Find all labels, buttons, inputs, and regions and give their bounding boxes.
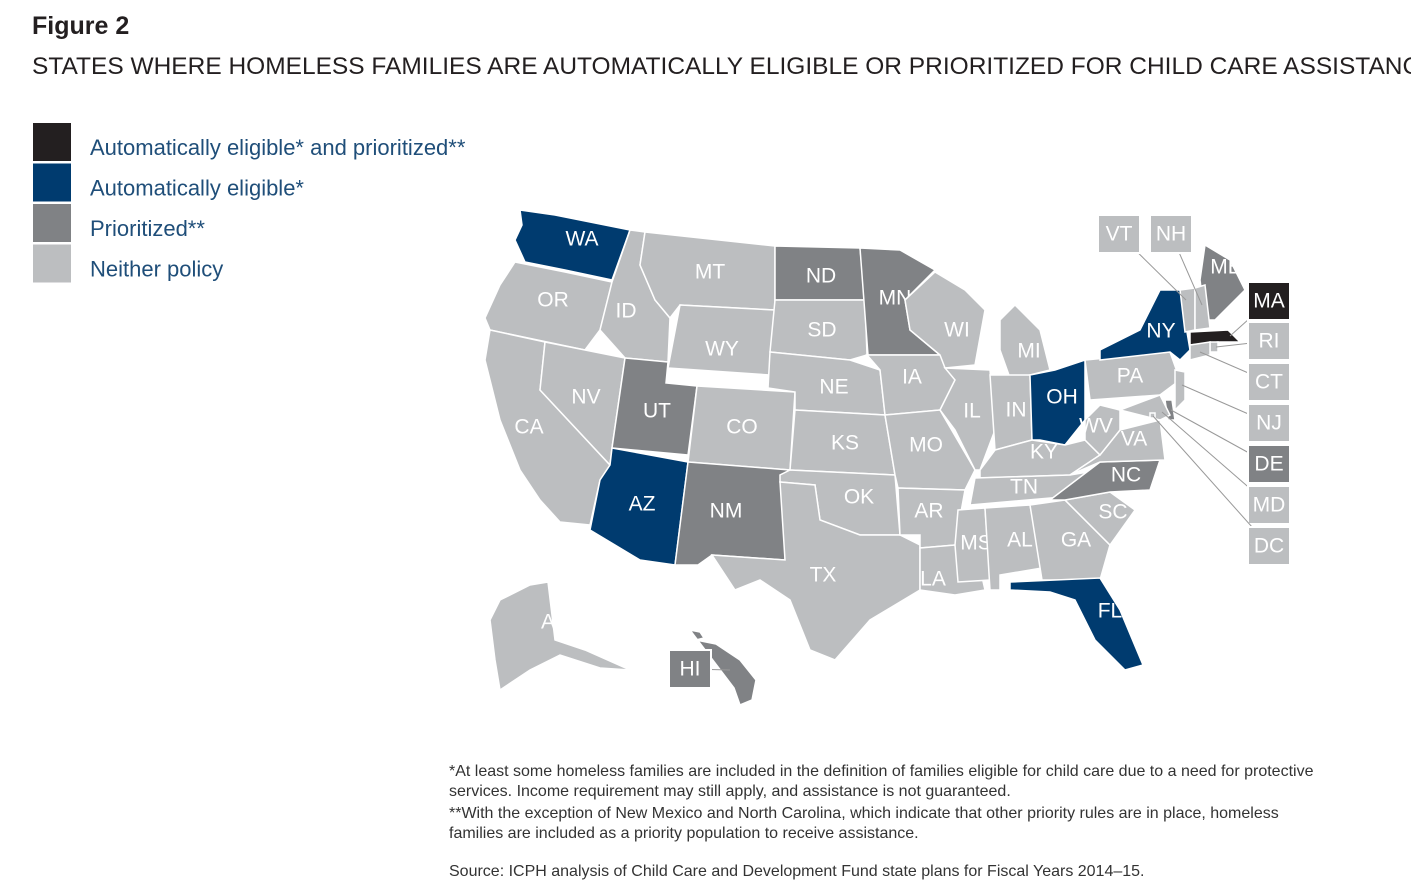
state-shape	[1189, 341, 1211, 361]
state-label: NJ	[1256, 412, 1282, 435]
state-label: WY	[705, 338, 739, 361]
figure-label: Figure 2	[32, 12, 130, 40]
state-label: ID	[616, 300, 637, 323]
state-label: KY	[1030, 441, 1058, 464]
legend-label: Automatically eligible* and prioritized*…	[90, 135, 466, 160]
state-label: NY	[1146, 320, 1175, 343]
state-shape	[1029, 499, 1111, 581]
state-callout	[668, 649, 712, 689]
state-label: CA	[514, 416, 543, 439]
state-label: MT	[695, 261, 725, 284]
state-label: SC	[1098, 501, 1127, 524]
state-label: MN	[879, 287, 912, 310]
state-label: TN	[1010, 476, 1038, 499]
state-label: OR	[537, 289, 569, 312]
state-label: MA	[1253, 290, 1285, 313]
state-label: GA	[1061, 529, 1091, 552]
state-label: MD	[1253, 494, 1286, 517]
state-label: MS	[960, 532, 992, 555]
state-shape	[1189, 329, 1242, 346]
state-label: NE	[819, 376, 848, 399]
footnote: **With the exception of New Mexico and N…	[449, 805, 1279, 842]
state-callout	[1247, 281, 1291, 321]
state-label: ND	[806, 265, 836, 288]
legend-label: Automatically eligible*	[90, 175, 304, 200]
state-callout	[1247, 362, 1291, 402]
state-label: AR	[914, 500, 943, 523]
state-label: IA	[902, 366, 922, 389]
state-label: KS	[831, 432, 859, 455]
state-shape	[904, 271, 986, 369]
state-shape	[1099, 289, 1191, 362]
state-label: OK	[844, 486, 874, 509]
state-label: WV	[1079, 415, 1113, 438]
source: Source: ICPH analysis of Child Care and …	[449, 863, 1145, 880]
state-shape	[1117, 394, 1172, 421]
state-shape	[688, 628, 757, 706]
state-callout	[1097, 214, 1141, 254]
legend-label: Neither policy	[90, 256, 223, 281]
state-shape	[1194, 284, 1211, 331]
state-label: AL	[1007, 529, 1033, 552]
state-label: UT	[643, 400, 671, 423]
state-label: WI	[944, 319, 970, 342]
footnote: *At least some homeless families are inc…	[449, 763, 1314, 800]
state-label: VT	[1106, 223, 1133, 246]
state-shape	[954, 507, 991, 583]
state-label: CO	[726, 416, 758, 439]
legend-swatch	[33, 163, 71, 202]
state-label: CT	[1255, 371, 1283, 394]
state-label: NH	[1156, 223, 1186, 246]
state-label: NC	[1111, 464, 1141, 487]
state-shape	[1174, 369, 1186, 412]
state-shape	[514, 209, 632, 281]
state-callout	[1247, 526, 1291, 566]
state-label: VA	[1121, 428, 1147, 451]
state-label: DE	[1254, 453, 1283, 476]
state-label: HI	[680, 658, 701, 681]
state-label: RI	[1259, 330, 1280, 353]
state-shape	[489, 581, 631, 692]
state-label: DC	[1254, 535, 1284, 558]
state-label: PA	[1117, 365, 1143, 388]
state-label: LA	[920, 568, 946, 591]
state-label: MO	[909, 434, 943, 457]
legend-swatch	[33, 123, 71, 161]
state-label: IL	[963, 400, 981, 423]
state-shape	[1084, 404, 1121, 457]
state-callout	[1247, 444, 1291, 484]
state-label: SD	[807, 319, 836, 342]
legend-label: Prioritized**	[90, 216, 205, 241]
state-label: MI	[1017, 340, 1040, 363]
state-label: NV	[571, 386, 600, 409]
state-label: TX	[810, 564, 837, 587]
state-label: AK	[541, 611, 569, 634]
legend-swatch	[33, 204, 71, 242]
state-label: IN	[1006, 399, 1027, 422]
state-shape	[1009, 577, 1145, 671]
legend-swatch	[33, 244, 71, 283]
state-callout	[1149, 214, 1193, 254]
state-shape	[769, 299, 868, 361]
state-shape	[710, 481, 921, 661]
state-label: ME	[1210, 256, 1242, 279]
state-shape	[1199, 243, 1246, 321]
leader-line	[1152, 415, 1270, 547]
state-callout	[1247, 321, 1291, 361]
figure-title: STATES WHERE HOMELESS FAMILIES ARE AUTOM…	[32, 53, 1411, 80]
state-callout	[1247, 485, 1291, 525]
state-label: NM	[710, 500, 743, 523]
state-callout	[1247, 403, 1291, 443]
state-label: OH	[1046, 386, 1078, 409]
state-label: WA	[565, 228, 598, 251]
state-label: AZ	[629, 493, 656, 516]
state-label: FL	[1098, 600, 1123, 623]
